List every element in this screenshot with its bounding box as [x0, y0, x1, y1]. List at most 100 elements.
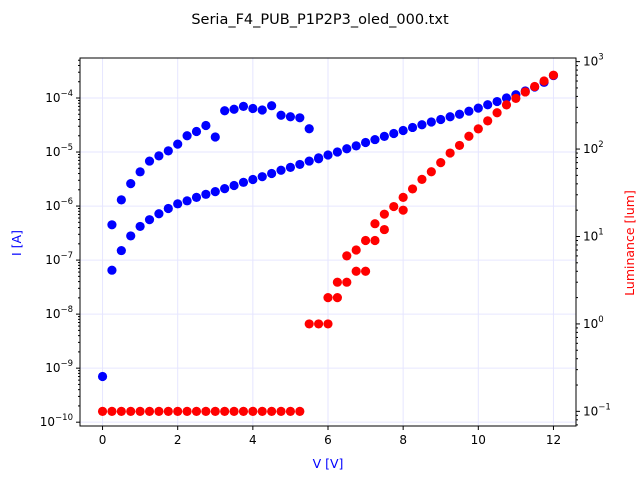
- luminance-point: [276, 406, 286, 416]
- data-points: [97, 70, 559, 416]
- current-point: [191, 192, 202, 202]
- luminance-point: [454, 140, 465, 151]
- y-right-tick-label: 100: [583, 315, 604, 331]
- current-point: [464, 106, 474, 116]
- x-tick-label: 0: [99, 433, 107, 447]
- luminance-point: [332, 277, 342, 287]
- current-point: [210, 187, 220, 197]
- y-right-tick-label: 103: [583, 53, 604, 69]
- current-point: [257, 172, 267, 182]
- luminance-point: [520, 87, 530, 97]
- luminance-point: [257, 406, 267, 416]
- current-point: [426, 117, 436, 127]
- luminance-point: [163, 406, 173, 416]
- luminance-point: [492, 108, 502, 118]
- current-point: [182, 196, 192, 206]
- luminance-point: [144, 406, 155, 416]
- current-point: [173, 139, 183, 149]
- luminance-point: [342, 277, 352, 287]
- current-point: [135, 221, 145, 232]
- current-point: [501, 93, 512, 103]
- current-point: [144, 156, 155, 166]
- current-point: [314, 154, 324, 164]
- luminance-point: [436, 157, 446, 168]
- luminance-point: [323, 293, 333, 303]
- current-point: [126, 231, 136, 241]
- luminance-point: [370, 235, 380, 246]
- x-tick-label: 4: [249, 433, 257, 447]
- luminance-point: [135, 406, 145, 416]
- current-point: [379, 131, 389, 141]
- luminance-point: [360, 235, 371, 246]
- current-point: [182, 131, 192, 141]
- luminance-point: [389, 201, 399, 212]
- luminance-point: [426, 167, 436, 177]
- current-point: [285, 112, 296, 122]
- luminance-point: [267, 406, 277, 416]
- luminance-point: [483, 116, 493, 126]
- x-axis-label: V [V]: [313, 456, 344, 471]
- luminance-point: [220, 406, 230, 416]
- current-point: [163, 146, 173, 156]
- luminance-point: [473, 124, 483, 134]
- current-point: [295, 159, 305, 170]
- x-tick-label: 12: [546, 433, 561, 447]
- current-point: [332, 147, 342, 157]
- luminance-point: [445, 148, 455, 158]
- current-point: [304, 124, 314, 134]
- luminance-point: [548, 70, 559, 80]
- x-tick-label: 8: [399, 433, 407, 447]
- luminance-point: [285, 406, 296, 416]
- current-point: [107, 220, 117, 230]
- current-point: [126, 179, 136, 189]
- luminance-point: [182, 406, 192, 416]
- y-left-tick-label: 10−4: [45, 89, 73, 105]
- y-left-tick-label: 10−6: [45, 197, 73, 213]
- luminance-point: [398, 205, 408, 215]
- y-left-tick-label: 10−8: [45, 305, 73, 321]
- x-tick-label: 2: [174, 433, 182, 447]
- luminance-point: [539, 76, 549, 86]
- current-point: [248, 174, 258, 185]
- current-point: [370, 134, 380, 145]
- luminance-point: [530, 81, 540, 92]
- x-tick-label: 6: [324, 433, 332, 447]
- y-right-tick-label: 102: [583, 140, 604, 156]
- luminance-point: [332, 293, 342, 303]
- x-tick-label: 10: [471, 433, 486, 447]
- luminance-point: [97, 406, 108, 416]
- current-point: [201, 189, 211, 199]
- luminance-point: [116, 406, 126, 416]
- luminance-point: [464, 131, 474, 141]
- y-left-tick-label: 10−5: [45, 143, 73, 159]
- current-point: [144, 215, 155, 225]
- luminance-point: [304, 319, 314, 329]
- current-point: [342, 144, 352, 154]
- current-point: [276, 110, 286, 120]
- y-left-tick-label: 10−10: [40, 413, 73, 429]
- current-point: [257, 105, 267, 115]
- luminance-point: [229, 406, 239, 416]
- current-point: [417, 120, 427, 130]
- luminance-point: [126, 406, 136, 416]
- current-point: [154, 209, 164, 219]
- luminance-point: [248, 406, 258, 416]
- current-point: [116, 245, 126, 256]
- current-point: [267, 168, 277, 179]
- current-point: [248, 103, 258, 114]
- luminance-point: [107, 406, 117, 416]
- current-point: [323, 150, 333, 160]
- current-point: [154, 151, 164, 161]
- luminance-point: [342, 251, 352, 261]
- y-axis-left-label: I [A]: [9, 230, 24, 256]
- luminance-point: [210, 406, 220, 416]
- current-point: [295, 113, 305, 123]
- current-point: [436, 114, 446, 125]
- current-point: [97, 371, 108, 382]
- luminance-point: [191, 406, 202, 416]
- luminance-point: [201, 406, 211, 416]
- current-point: [191, 126, 202, 137]
- luminance-point: [511, 93, 521, 103]
- luminance-point: [398, 192, 408, 202]
- luminance-point: [379, 224, 389, 235]
